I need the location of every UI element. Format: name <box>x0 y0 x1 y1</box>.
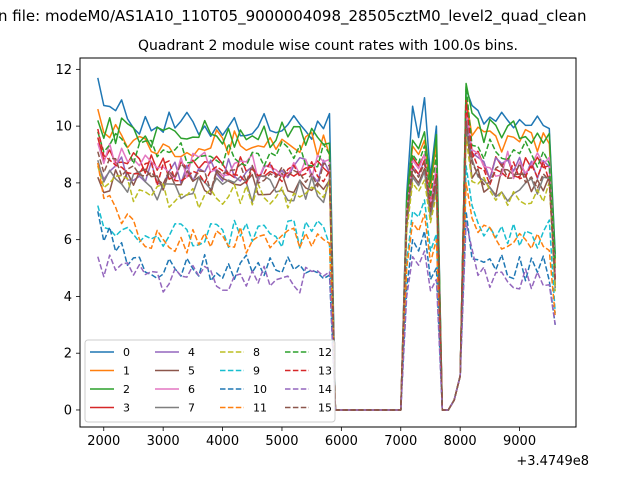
legend-label-0: 0 <box>123 346 130 359</box>
x-tick-label: 8000 <box>444 434 477 449</box>
series-line-8 <box>97 136 556 411</box>
series-line-1 <box>97 96 556 411</box>
y-tick-label: 12 <box>55 63 72 78</box>
series-line-4 <box>97 116 556 411</box>
legend-label-11: 11 <box>253 402 267 415</box>
legend-label-3: 3 <box>123 402 130 415</box>
series-line-9 <box>97 165 556 411</box>
plot-frame <box>79 57 577 428</box>
y-tick-label: 2 <box>64 347 72 362</box>
x-tick-label: 9000 <box>503 434 536 449</box>
legend-label-2: 2 <box>123 383 130 396</box>
legend-label-9: 9 <box>253 365 260 378</box>
legend-label-7: 7 <box>188 402 195 415</box>
series-line-14 <box>97 221 556 411</box>
series-line-12 <box>97 85 556 411</box>
legend-label-13: 13 <box>318 365 332 378</box>
x-offset-label: +3.4749e8 <box>516 454 589 469</box>
legend-label-15: 15 <box>318 402 332 415</box>
x-tick-label: 5000 <box>265 434 298 449</box>
legend-label-6: 6 <box>188 383 195 396</box>
figure-suptitle: n file: modeM0/AS1A10_110T05_9000004098_… <box>0 7 587 26</box>
series-line-10 <box>97 210 556 411</box>
plot-area: 2000 3000 4000 5000 6000 7000 8000 9000 0246810… <box>55 57 577 449</box>
legend-label-14: 14 <box>318 383 332 396</box>
legend-label-4: 4 <box>188 346 195 359</box>
legend-label-12: 12 <box>318 346 332 359</box>
x-axis-ticks: 2000 3000 4000 5000 6000 7000 8000 9000 <box>87 427 536 449</box>
y-tick-label: 6 <box>64 233 72 248</box>
x-tick-label: 2000 <box>87 434 120 449</box>
y-tick-label: 8 <box>64 176 72 191</box>
legend-label-8: 8 <box>253 346 260 359</box>
chart-title: Quadrant 2 module wise count rates with … <box>138 38 518 54</box>
y-tick-label: 0 <box>64 403 72 418</box>
legend-label-10: 10 <box>253 383 267 396</box>
series-line-0 <box>97 77 556 411</box>
y-tick-label: 10 <box>55 120 72 135</box>
series-line-13 <box>97 102 556 411</box>
y-tick-label: 4 <box>64 290 72 305</box>
series-line-6 <box>97 108 556 411</box>
y-axis-ticks: 0 2 4 6 8 10 12 <box>55 63 80 418</box>
series-line-15 <box>97 119 556 411</box>
x-tick-label: 6000 <box>325 434 358 449</box>
x-tick-label: 3000 <box>147 434 180 449</box>
legend-label-5: 5 <box>188 365 195 378</box>
legend-box <box>84 339 336 423</box>
series-line-5 <box>97 122 556 411</box>
series-line-11 <box>97 162 556 411</box>
x-tick-label: 7000 <box>384 434 417 449</box>
x-tick-label: 4000 <box>206 434 239 449</box>
series-lines <box>97 77 556 411</box>
series-line-2 <box>97 82 556 411</box>
legend-label-1: 1 <box>123 365 130 378</box>
